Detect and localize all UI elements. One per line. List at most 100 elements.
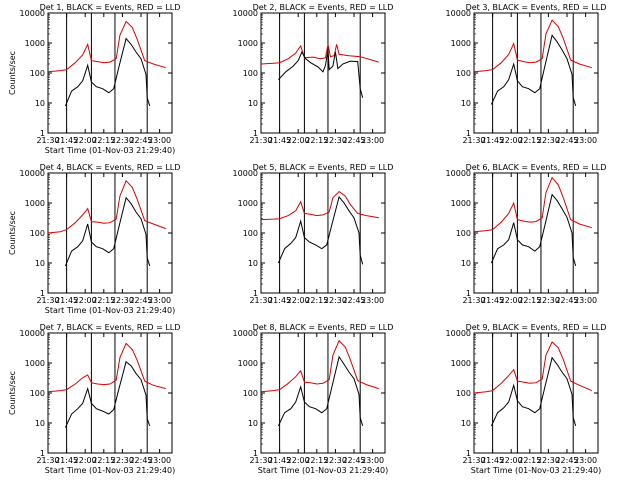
lld-series-line: [260, 190, 379, 221]
panel-title: Det 3, BLACK = Events, RED = LLD: [466, 3, 607, 12]
y-tick-label: 100: [243, 69, 258, 78]
x-tick-label: 22:45: [342, 456, 365, 465]
lld-series-line: [47, 342, 166, 393]
y-axis-label: Counts/sec: [8, 371, 17, 415]
panel-title: Det 6, BLACK = Events, RED = LLD: [466, 163, 607, 172]
y-tick-label: 100: [456, 69, 471, 78]
x-tick-label: 21:30: [36, 456, 59, 465]
x-tick-label: 22:45: [129, 136, 152, 145]
y-tick-label: 10: [461, 259, 471, 268]
x-tick-label: 23:00: [361, 296, 384, 305]
y-tick-label: 10: [248, 99, 258, 108]
x-tick-label: 22:30: [324, 296, 347, 305]
x-tick-label: 21:45: [55, 296, 78, 305]
panel-title: Det 7, BLACK = Events, RED = LLD: [40, 323, 181, 332]
x-tick-label: 21:30: [462, 296, 485, 305]
events-series-line: [278, 49, 364, 98]
lld-series-line: [473, 19, 592, 73]
x-tick-label: 22:15: [518, 136, 541, 145]
y-tick-label: 10000: [20, 329, 45, 338]
lld-series-line: [473, 341, 592, 394]
y-tick-label: 10: [35, 99, 45, 108]
y-axis-label: Counts/sec: [8, 211, 17, 255]
x-tick-label: 23:00: [574, 296, 597, 305]
x-tick-label: 22:00: [500, 456, 523, 465]
x-tick-label: 22:15: [92, 296, 115, 305]
x-tick-label: 23:00: [148, 456, 171, 465]
x-tick-label: 22:45: [129, 296, 152, 305]
y-tick-label: 1000: [451, 199, 471, 208]
x-tick-label: 21:30: [462, 456, 485, 465]
x-tick-label: 22:15: [92, 136, 115, 145]
x-tick-label: 21:45: [55, 136, 78, 145]
x-axis-label: Start Time (01-Nov-03 21:29:40): [258, 466, 388, 475]
events-series-line: [64, 196, 151, 267]
x-tick-label: 22:30: [324, 456, 347, 465]
panel-title: Det 9, BLACK = Events, RED = LLD: [466, 323, 607, 332]
x-tick-label: 21:45: [481, 296, 504, 305]
y-tick-label: 1000: [25, 39, 45, 48]
x-tick-label: 22:30: [324, 136, 347, 145]
x-tick-label: 22:45: [555, 136, 578, 145]
x-axis-label: Start Time (01-Nov-03 21:29:40): [45, 306, 175, 315]
x-tick-label: 21:30: [249, 136, 272, 145]
x-axis-label: Start Time (01-Nov-03 21:29:40): [45, 466, 175, 475]
x-tick-label: 22:00: [500, 136, 523, 145]
x-tick-label: 22:00: [74, 456, 97, 465]
y-tick-label: 10: [35, 259, 45, 268]
y-tick-label: 100: [243, 389, 258, 398]
x-tick-label: 21:45: [55, 456, 78, 465]
y-tick-label: 1: [40, 129, 45, 138]
y-tick-label: 10000: [446, 169, 471, 178]
y-tick-label: 1000: [25, 359, 45, 368]
x-tick-label: 22:30: [111, 456, 134, 465]
y-tick-label: 100: [456, 389, 471, 398]
x-tick-label: 22:00: [500, 296, 523, 305]
events-series-line: [277, 355, 364, 427]
events-series-line: [64, 37, 151, 107]
x-tick-label: 21:45: [268, 136, 291, 145]
x-tick-label: 22:45: [555, 296, 578, 305]
y-tick-label: 1: [466, 449, 471, 458]
y-tick-label: 100: [456, 229, 471, 238]
x-tick-label: 21:45: [268, 296, 291, 305]
y-tick-label: 1: [253, 449, 258, 458]
y-tick-label: 10000: [233, 329, 258, 338]
lld-series-line: [260, 44, 379, 65]
y-tick-label: 1000: [238, 359, 258, 368]
x-tick-label: 23:00: [574, 136, 597, 145]
events-series-line: [490, 34, 577, 107]
x-tick-label: 23:00: [574, 456, 597, 465]
y-tick-label: 1: [40, 289, 45, 298]
x-tick-label: 21:30: [36, 136, 59, 145]
events-series-line: [490, 356, 577, 427]
y-tick-label: 100: [30, 389, 45, 398]
x-tick-label: 22:30: [111, 296, 134, 305]
panel-title: Det 8, BLACK = Events, RED = LLD: [253, 323, 394, 332]
y-axis-label: Counts/sec: [8, 51, 17, 95]
x-tick-label: 22:30: [111, 136, 134, 145]
y-tick-label: 100: [30, 69, 45, 78]
x-tick-label: 22:45: [342, 136, 365, 145]
y-tick-label: 1: [40, 449, 45, 458]
x-tick-label: 22:15: [305, 136, 328, 145]
x-axis-label: Start Time (01-Nov-03 21:29:40): [471, 466, 601, 475]
y-tick-label: 10: [461, 419, 471, 428]
x-tick-label: 22:30: [537, 456, 560, 465]
x-tick-label: 22:00: [74, 136, 97, 145]
x-tick-label: 23:00: [361, 456, 384, 465]
x-tick-label: 23:00: [361, 136, 384, 145]
panel-title: Det 1, BLACK = Events, RED = LLD: [40, 3, 181, 12]
y-tick-label: 100: [243, 229, 258, 238]
x-tick-label: 22:00: [287, 136, 310, 145]
events-series-line: [277, 195, 364, 265]
y-tick-label: 10000: [446, 329, 471, 338]
y-tick-label: 1: [466, 129, 471, 138]
